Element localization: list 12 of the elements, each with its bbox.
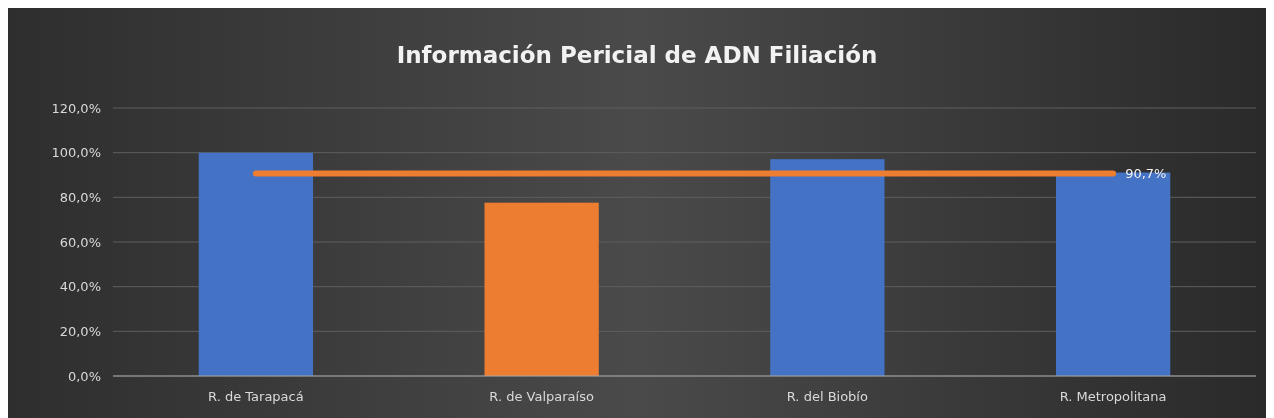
y-tick-label: 80,0% bbox=[59, 189, 101, 205]
y-tick-label: 60,0% bbox=[59, 234, 101, 250]
chart-title: Información Pericial de ADN Filiación bbox=[396, 42, 878, 68]
x-tick-label: R. Metropolitana bbox=[1059, 389, 1167, 404]
y-tick-label: 0,0% bbox=[67, 368, 101, 384]
x-tick-label: R. del Biobío bbox=[786, 389, 868, 404]
y-tick-label: 20,0% bbox=[59, 323, 101, 339]
y-tick-label: 120,0% bbox=[51, 100, 101, 116]
x-tick-label: R. de Valparaíso bbox=[489, 389, 594, 404]
y-tick-label: 40,0% bbox=[59, 279, 101, 295]
y-tick-label: 100,0% bbox=[51, 145, 101, 161]
x-tick-label: R. de Tarapacá bbox=[208, 389, 304, 404]
